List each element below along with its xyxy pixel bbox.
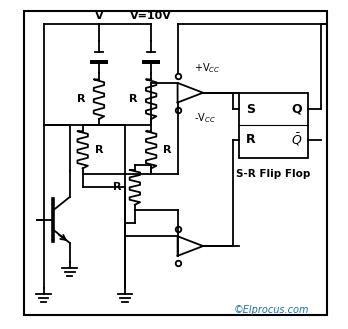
Text: R: R bbox=[113, 182, 121, 192]
Text: R: R bbox=[95, 145, 103, 155]
Text: R: R bbox=[163, 145, 172, 155]
Text: R: R bbox=[246, 133, 255, 146]
Bar bbox=[239, 93, 308, 158]
Text: V: V bbox=[95, 11, 103, 21]
Text: V=10V: V=10V bbox=[130, 11, 172, 21]
Text: R: R bbox=[77, 94, 85, 104]
Text: +V$_{CC}$: +V$_{CC}$ bbox=[193, 61, 220, 74]
Text: S: S bbox=[246, 103, 255, 115]
Text: R: R bbox=[129, 94, 137, 104]
Text: Q: Q bbox=[291, 103, 302, 115]
Text: $\bar{Q}$: $\bar{Q}$ bbox=[291, 132, 302, 148]
Text: S-R Flip Flop: S-R Flip Flop bbox=[236, 169, 311, 179]
Text: -V$_{CC}$: -V$_{CC}$ bbox=[193, 111, 215, 125]
Text: ©Elprocus.com: ©Elprocus.com bbox=[234, 305, 310, 315]
